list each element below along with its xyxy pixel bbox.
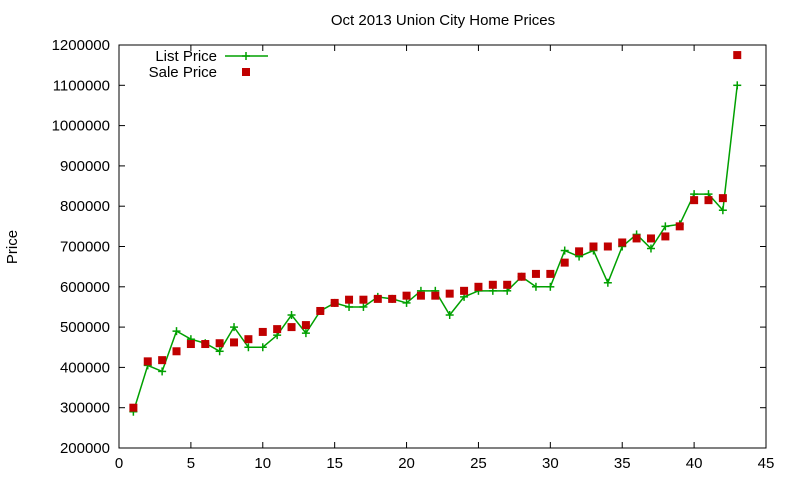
- x-tick-label: 40: [686, 455, 703, 472]
- list-price-point: [733, 81, 742, 90]
- sale-price-point: [589, 242, 598, 251]
- list-price-point: [172, 327, 181, 336]
- legend-label-sale-price: Sale Price: [149, 64, 217, 81]
- sale-price-point: [186, 340, 195, 349]
- sale-price-point: [517, 272, 526, 281]
- sale-price-point: [690, 196, 699, 205]
- x-tick-label: 10: [254, 455, 271, 472]
- x-tick-label: 20: [398, 455, 415, 472]
- list-price-line: [132, 85, 738, 412]
- sale-price-point: [373, 294, 382, 303]
- list-price-point: [646, 244, 655, 253]
- sale-price-point: [330, 298, 339, 307]
- sale-price-point: [201, 340, 210, 349]
- sale-price-point: [546, 269, 555, 278]
- y-tick-label: 1200000: [52, 37, 110, 54]
- list-price-point: [359, 302, 368, 311]
- x-tick-label: 25: [470, 455, 487, 472]
- sale-price-point: [646, 234, 655, 243]
- y-tick-label: 1000000: [52, 118, 110, 135]
- sale-price-point: [244, 335, 253, 344]
- sale-price-point: [402, 291, 411, 300]
- list-price-point: [215, 347, 224, 356]
- x-tick-label: 15: [326, 455, 343, 472]
- legend-symbol-sale-price: [242, 68, 250, 76]
- legend-square-marker: [242, 68, 250, 76]
- y-tick-label: 200000: [60, 440, 110, 457]
- sale-price-point: [316, 306, 325, 315]
- sale-price-point: [215, 339, 224, 348]
- y-tick-label: 1100000: [53, 77, 110, 94]
- y-axis-label: Price: [4, 230, 21, 264]
- x-tick-label: 45: [758, 455, 775, 472]
- sale-price-point: [172, 347, 181, 356]
- sale-price-point: [230, 338, 239, 347]
- sale-price-point: [158, 356, 167, 365]
- sale-price-point: [416, 291, 425, 300]
- sale-price-point: [445, 289, 454, 298]
- list-price-point: [661, 222, 670, 231]
- sale-price-point: [575, 247, 584, 256]
- list-price-point: [258, 343, 267, 352]
- legend: List Price Sale Price: [149, 48, 268, 81]
- series-lines: [132, 85, 738, 412]
- list-price-point: [402, 298, 411, 307]
- sale-price-point: [287, 323, 296, 332]
- legend-plus-marker: [242, 52, 250, 60]
- x-tick-label: 30: [542, 455, 559, 472]
- sale-price-point: [431, 291, 440, 300]
- y-tick-label: 600000: [60, 279, 110, 296]
- sale-price-point: [733, 51, 742, 60]
- y-tick-label: 700000: [60, 239, 110, 256]
- y-tick-label: 800000: [60, 198, 110, 215]
- series-markers: [129, 51, 742, 416]
- sale-price-point: [718, 194, 727, 203]
- plot-frame: [118, 44, 767, 449]
- legend-label-list-price: List Price: [155, 48, 217, 65]
- list-price-point: [301, 329, 310, 338]
- sale-price-point: [345, 295, 354, 304]
- sale-price-point: [388, 294, 397, 303]
- list-price-point: [445, 311, 454, 320]
- sale-price-point: [560, 258, 569, 267]
- sale-price-point: [704, 196, 713, 205]
- list-price-point: [603, 278, 612, 287]
- sale-price-point: [632, 234, 641, 243]
- sale-price-point: [531, 269, 540, 278]
- sale-price-point: [675, 222, 684, 231]
- y-tick-label: 500000: [60, 319, 110, 336]
- y-tick-label: 300000: [60, 400, 110, 417]
- legend-symbol-list-price: [225, 52, 268, 60]
- sale-price-point: [603, 242, 612, 251]
- list-price-point: [546, 282, 555, 291]
- x-tick-label: 35: [614, 455, 631, 472]
- y-tick-label: 400000: [60, 359, 110, 376]
- sale-price-point: [618, 238, 627, 247]
- list-price-point: [230, 323, 239, 332]
- plot-axes: 200000 300000 400000 500000 600000 700000 8000…: [52, 37, 775, 472]
- sale-price-point: [129, 403, 138, 412]
- list-price-point: [531, 282, 540, 291]
- sale-price-point: [359, 295, 368, 304]
- list-price-point: [560, 246, 569, 255]
- x-tick-label: 0: [115, 455, 123, 472]
- sale-price-point: [503, 280, 512, 289]
- sale-price-point: [474, 282, 483, 291]
- sale-price-point: [143, 357, 152, 366]
- x-tick-label: 5: [187, 455, 195, 472]
- sale-price-point: [273, 325, 282, 334]
- list-price-point: [158, 367, 167, 376]
- list-price-point: [718, 206, 727, 215]
- sale-price-point: [258, 327, 267, 336]
- sale-price-point: [488, 280, 497, 289]
- sale-price-point: [661, 232, 670, 241]
- list-price-point: [345, 302, 354, 311]
- y-tick-label: 900000: [60, 158, 110, 175]
- list-price-point: [287, 311, 296, 320]
- chart-title: Oct 2013 Union City Home Prices: [331, 12, 555, 29]
- list-price-point: [244, 343, 253, 352]
- sale-price-point: [460, 286, 469, 295]
- sale-price-point: [301, 321, 310, 330]
